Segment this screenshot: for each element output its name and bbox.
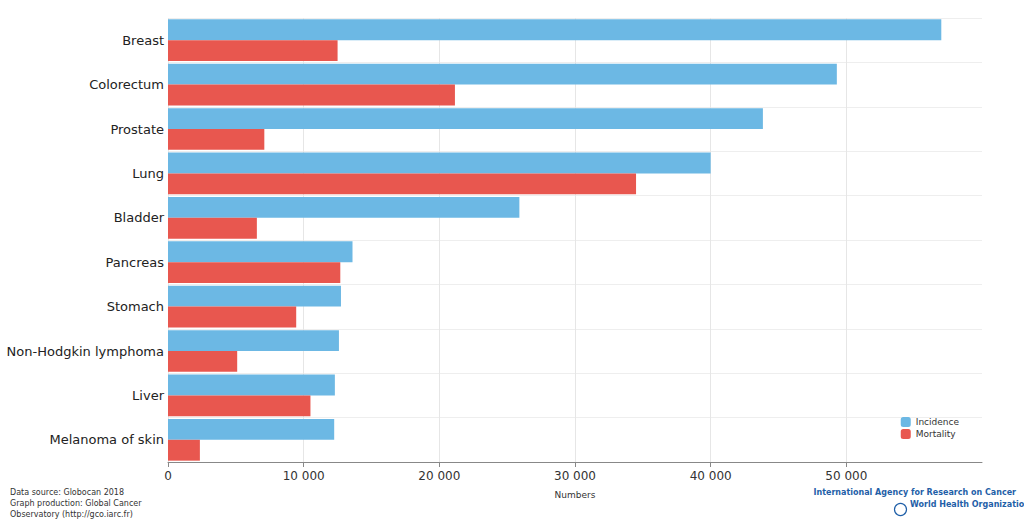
svg-text:Melanoma of skin: Melanoma of skin	[49, 432, 164, 447]
svg-text:50 000: 50 000	[825, 469, 867, 483]
svg-text:Lung: Lung	[132, 166, 164, 181]
svg-text:International Agency for Resea: International Agency for Research on Can…	[813, 488, 1016, 497]
svg-text:Incidence: Incidence	[916, 417, 960, 427]
svg-text:30 000: 30 000	[554, 469, 596, 483]
svg-text:Pancreas: Pancreas	[106, 255, 165, 270]
svg-text:Colorectum: Colorectum	[89, 77, 164, 92]
svg-text:Stomach: Stomach	[107, 299, 164, 314]
svg-text:Graph production: Global Cance: Graph production: Global Cancer	[10, 499, 142, 508]
svg-text:Mortality: Mortality	[916, 429, 957, 439]
svg-text:40 000: 40 000	[690, 469, 732, 483]
svg-text:Data source: Globocan 2018: Data source: Globocan 2018	[10, 488, 124, 497]
svg-text:Numbers: Numbers	[555, 490, 596, 500]
svg-text:Prostate: Prostate	[110, 122, 164, 137]
svg-text:World Health Organization: World Health Organization	[910, 500, 1024, 509]
svg-text:10 000: 10 000	[283, 469, 325, 483]
svg-text:Observatory (http://gco.iarc.f: Observatory (http://gco.iarc.fr)	[10, 510, 133, 519]
svg-text:Bladder: Bladder	[114, 210, 165, 225]
svg-text:Liver: Liver	[132, 388, 165, 403]
svg-text:Non-Hodgkin lymphoma: Non-Hodgkin lymphoma	[7, 344, 164, 359]
svg-text:0: 0	[164, 469, 172, 483]
svg-text:20 000: 20 000	[418, 469, 460, 483]
svg-text:Breast: Breast	[122, 33, 164, 48]
